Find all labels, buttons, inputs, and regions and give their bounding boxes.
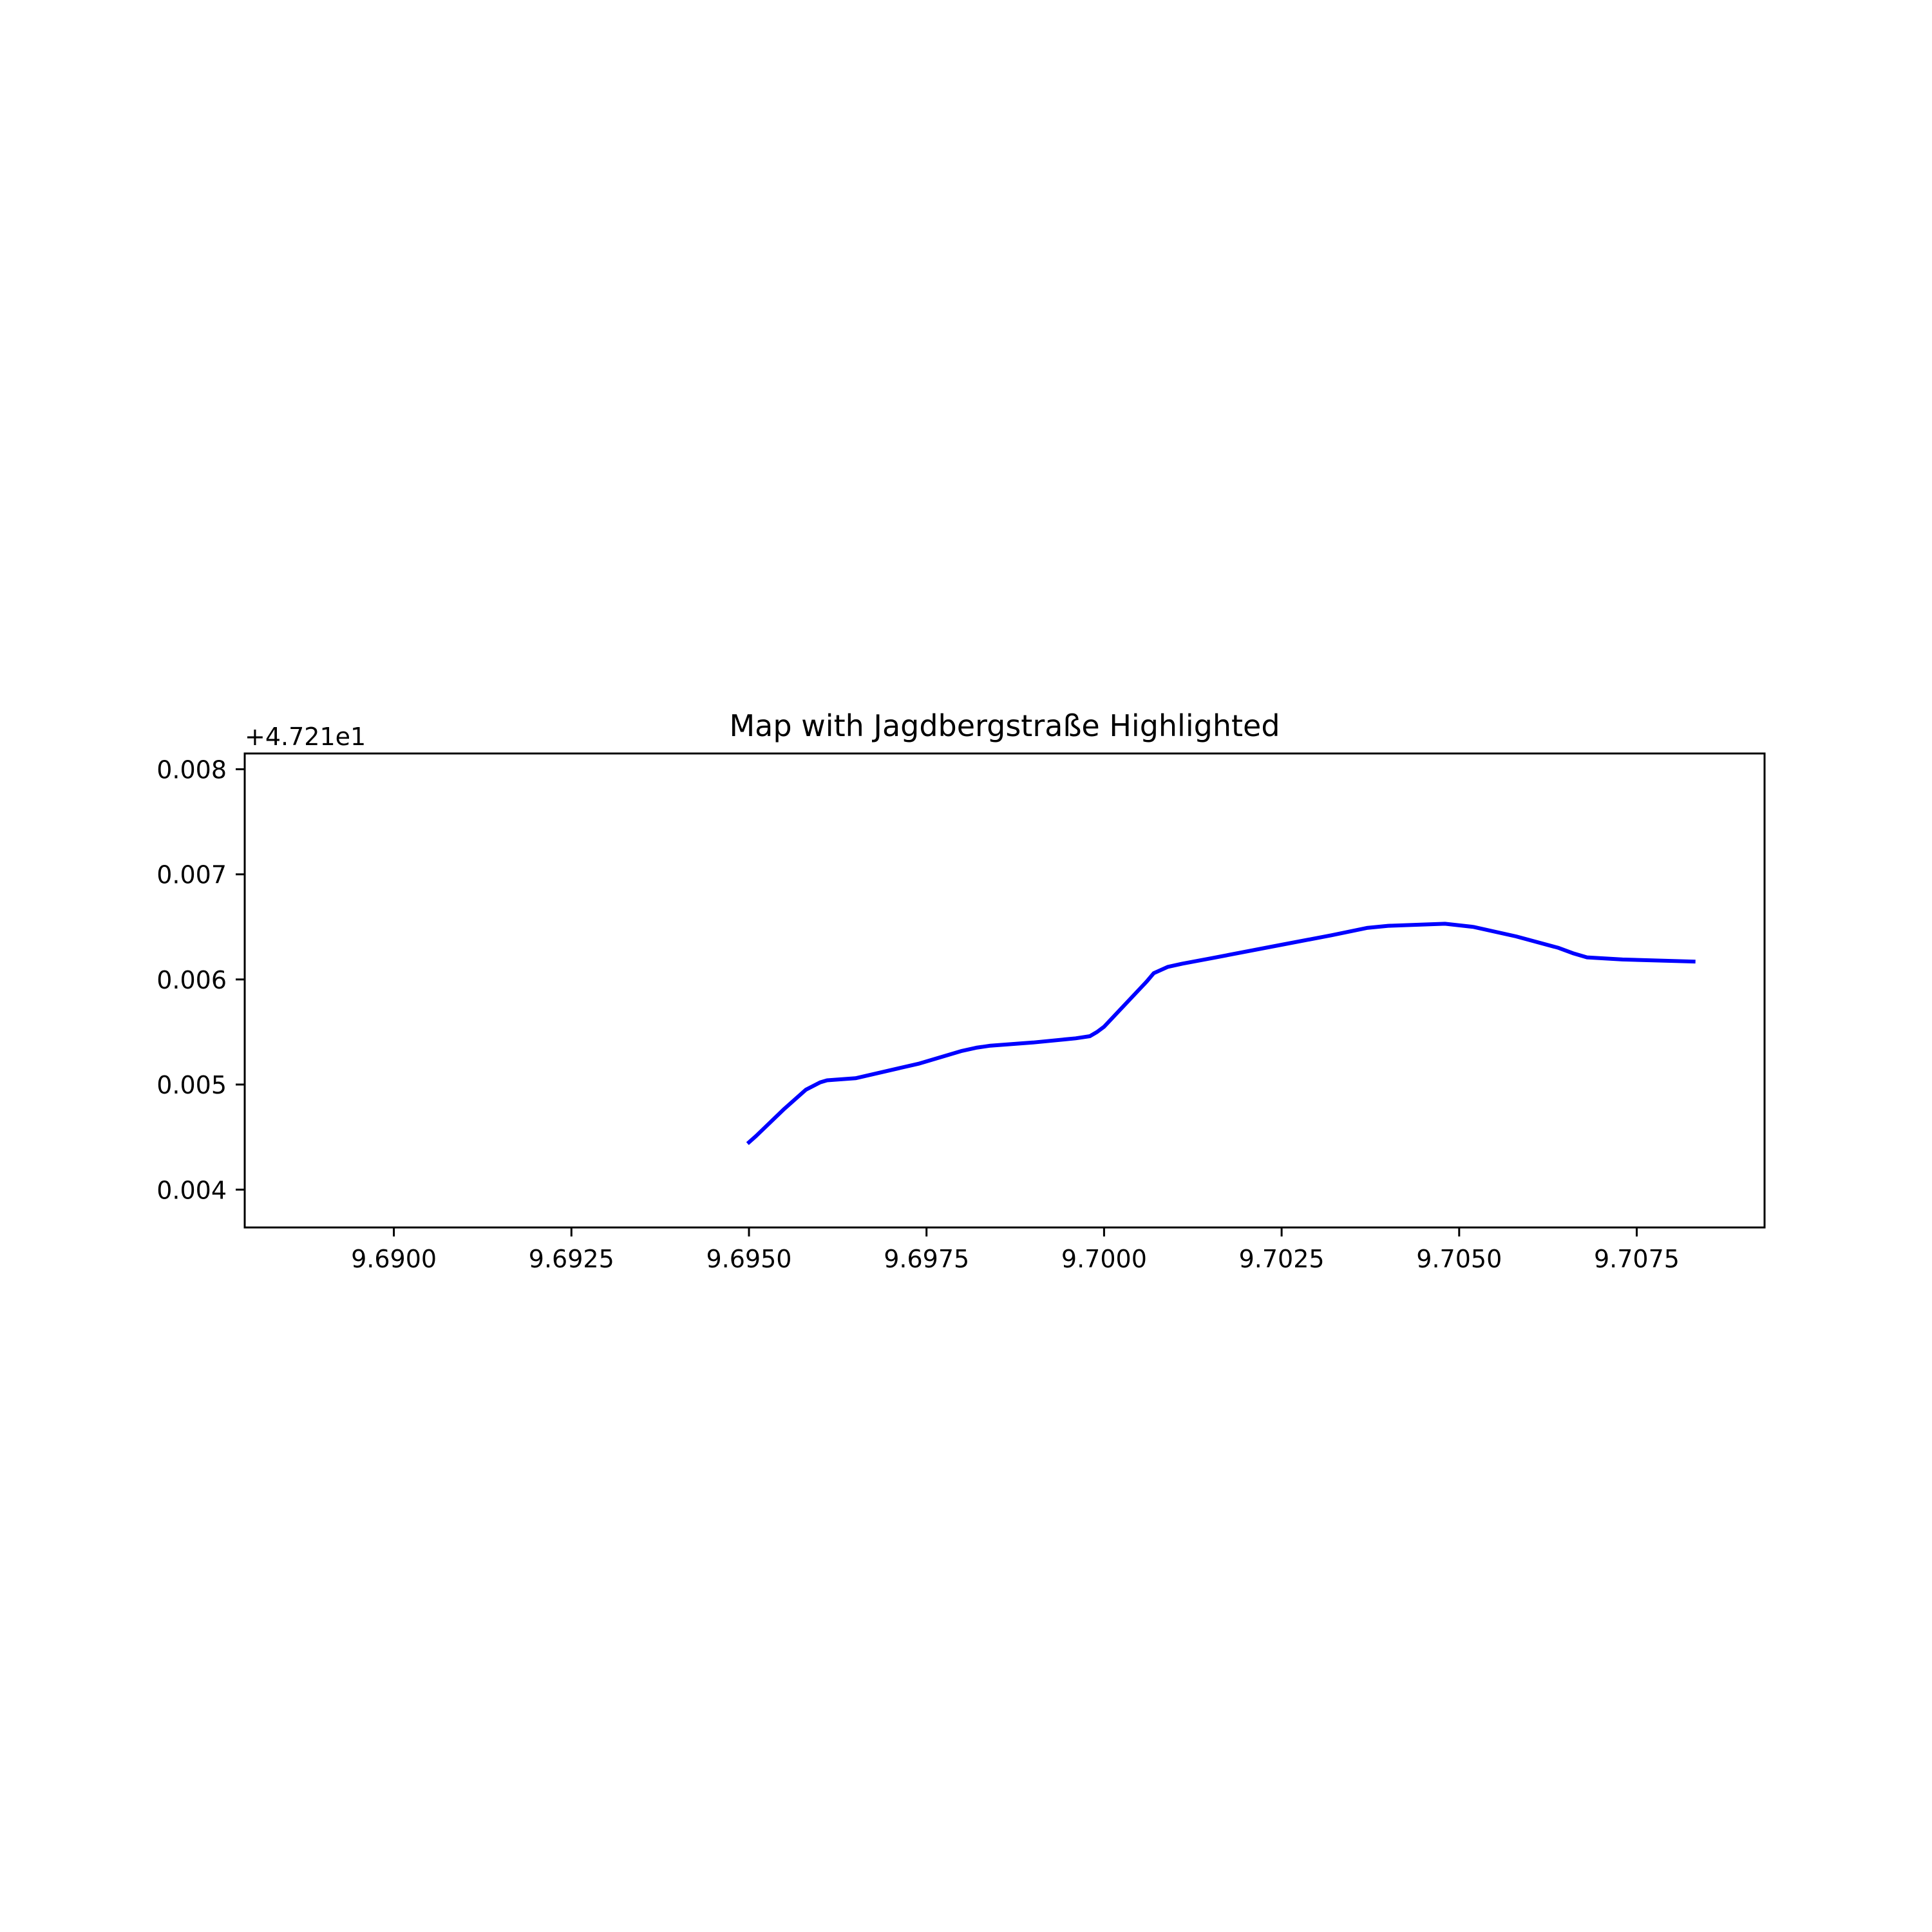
x-tick-label: 9.7000 bbox=[1061, 1245, 1147, 1273]
y-tick-label: 0.006 bbox=[156, 966, 227, 994]
x-tick-label: 9.7025 bbox=[1239, 1245, 1325, 1273]
axes-layer bbox=[243, 752, 1766, 1229]
x-axis-ticks: 9.6900 9.6925 9.6950 9.6975 9.7000 9.7025 9.70… bbox=[351, 1227, 1680, 1273]
chart-title: Map with Jagdbergstraße Highlighted bbox=[729, 708, 1280, 743]
x-tick-label: 9.6925 bbox=[529, 1245, 614, 1273]
x-tick-label: 9.7075 bbox=[1594, 1245, 1680, 1273]
y-tick-label: 0.004 bbox=[156, 1176, 227, 1204]
y-axis-offset-label: +4.721e1 bbox=[245, 723, 366, 751]
x-tick-label: 9.6900 bbox=[351, 1245, 437, 1273]
y-tick-label: 0.008 bbox=[156, 755, 227, 784]
y-tick-label: 0.007 bbox=[156, 861, 227, 889]
axes-frame bbox=[243, 752, 1766, 1229]
x-tick-label: 9.6950 bbox=[706, 1245, 792, 1273]
series-line-0 bbox=[746, 922, 1696, 1146]
x-tick-label: 9.6975 bbox=[884, 1245, 969, 1273]
y-axis-ticks: 0.004 0.005 0.006 0.007 0.008 bbox=[156, 755, 245, 1204]
plot-layer bbox=[746, 922, 1696, 1146]
x-tick-label: 9.7050 bbox=[1416, 1245, 1502, 1273]
y-tick-label: 0.005 bbox=[156, 1071, 227, 1099]
